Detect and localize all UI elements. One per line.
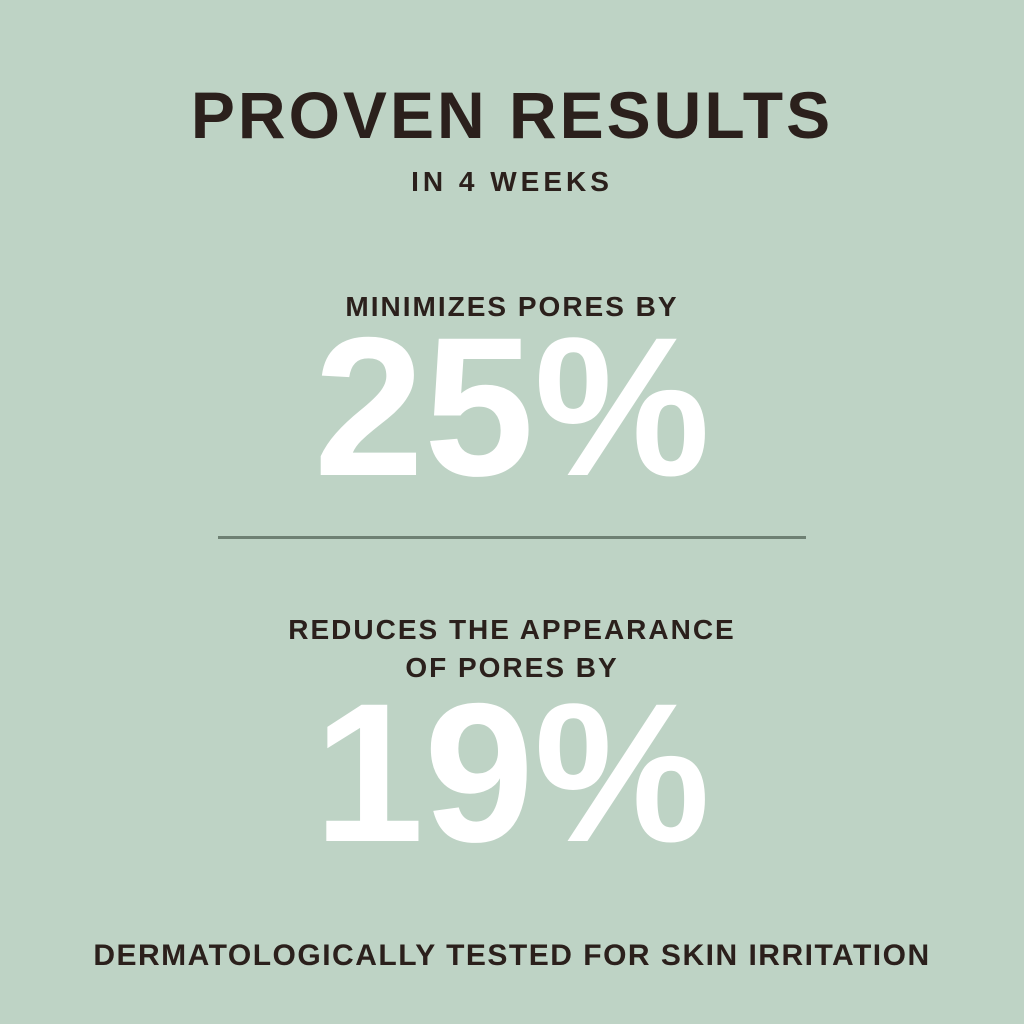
- stat-1-value: 25%: [313, 296, 711, 517]
- page-title: PROVEN RESULTS: [190, 78, 834, 152]
- section-divider: [218, 536, 806, 539]
- stat-2-label: REDUCES THE APPEARANCE OF PORES BY: [0, 611, 1024, 687]
- page-subtitle: IN 4 WEEKS: [411, 166, 613, 197]
- footer-claim: DERMATOLOGICALLY TESTED FOR SKIN IRRITAT…: [93, 939, 931, 972]
- stat-2-value: 19%: [313, 662, 711, 883]
- stat-2-label-line1: REDUCES THE APPEARANCE: [288, 614, 736, 645]
- stat-1-label: MINIMIZES PORES BY: [345, 291, 679, 322]
- stat-2-label-line2: OF PORES BY: [405, 651, 619, 683]
